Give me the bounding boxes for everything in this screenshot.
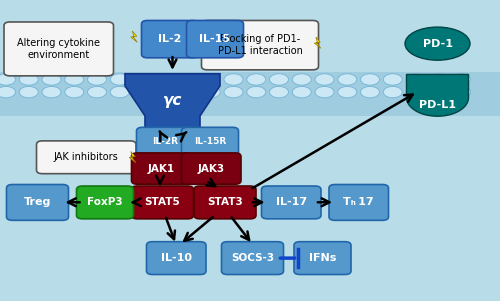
Text: PD-1: PD-1 [422, 39, 452, 49]
FancyBboxPatch shape [4, 22, 114, 76]
Circle shape [406, 74, 425, 85]
Circle shape [338, 86, 357, 98]
FancyBboxPatch shape [142, 20, 199, 58]
Circle shape [429, 86, 448, 98]
Text: FoxP3: FoxP3 [87, 197, 123, 207]
FancyBboxPatch shape [36, 141, 136, 174]
Polygon shape [129, 151, 136, 163]
FancyBboxPatch shape [222, 242, 284, 275]
Ellipse shape [405, 27, 470, 60]
Text: Tₕ 17: Tₕ 17 [344, 197, 374, 207]
Circle shape [19, 86, 38, 98]
Circle shape [384, 74, 402, 85]
Circle shape [110, 86, 129, 98]
Circle shape [360, 86, 380, 98]
FancyBboxPatch shape [76, 186, 134, 219]
Text: IL-2R: IL-2R [152, 137, 178, 146]
Text: IL-15R: IL-15R [194, 137, 226, 146]
Text: PD-L1: PD-L1 [419, 100, 456, 110]
Circle shape [201, 86, 220, 98]
Text: JAK inhibitors: JAK inhibitors [54, 152, 118, 162]
Circle shape [384, 86, 402, 98]
FancyBboxPatch shape [6, 185, 68, 220]
FancyBboxPatch shape [186, 20, 244, 58]
Circle shape [42, 74, 61, 85]
Text: IL-10: IL-10 [161, 253, 192, 263]
Circle shape [0, 74, 16, 85]
Circle shape [133, 74, 152, 85]
FancyBboxPatch shape [262, 186, 321, 219]
FancyBboxPatch shape [329, 185, 388, 220]
Text: γc: γc [163, 93, 182, 108]
Circle shape [65, 74, 84, 85]
Text: STAT5: STAT5 [144, 197, 180, 207]
FancyBboxPatch shape [294, 242, 351, 275]
Circle shape [247, 74, 266, 85]
Text: Blocking of PD1-
PD-L1 interaction: Blocking of PD1- PD-L1 interaction [218, 34, 302, 56]
Circle shape [224, 74, 243, 85]
Polygon shape [406, 74, 469, 116]
Circle shape [19, 74, 38, 85]
Circle shape [88, 74, 106, 85]
Circle shape [201, 74, 220, 85]
Circle shape [110, 74, 129, 85]
Circle shape [292, 86, 311, 98]
Circle shape [429, 74, 448, 85]
Circle shape [247, 86, 266, 98]
Text: SOCS-3: SOCS-3 [231, 253, 274, 263]
Circle shape [452, 86, 470, 98]
Circle shape [178, 74, 198, 85]
Circle shape [292, 74, 311, 85]
Circle shape [156, 86, 175, 98]
Text: IFNs: IFNs [309, 253, 336, 263]
FancyBboxPatch shape [146, 242, 206, 275]
FancyBboxPatch shape [132, 186, 194, 219]
Text: JAK3: JAK3 [198, 163, 225, 174]
Text: IL-17: IL-17 [276, 197, 307, 207]
Circle shape [88, 86, 106, 98]
Circle shape [65, 86, 84, 98]
Circle shape [315, 86, 334, 98]
Circle shape [156, 74, 175, 85]
Circle shape [178, 86, 198, 98]
Circle shape [42, 86, 61, 98]
FancyBboxPatch shape [202, 20, 318, 70]
Text: STAT3: STAT3 [207, 197, 243, 207]
Polygon shape [125, 74, 220, 134]
Text: IL-2: IL-2 [158, 34, 182, 44]
Bar [0, 72, 500, 116]
Circle shape [338, 74, 357, 85]
Circle shape [224, 86, 243, 98]
Circle shape [270, 86, 288, 98]
Text: JAK1: JAK1 [148, 163, 175, 174]
Text: Altering cytokine
environment: Altering cytokine environment [18, 38, 100, 60]
Text: IL-15: IL-15 [200, 34, 230, 44]
FancyBboxPatch shape [132, 153, 191, 184]
Circle shape [360, 74, 380, 85]
Text: Treg: Treg [24, 197, 51, 207]
Polygon shape [314, 37, 321, 48]
Circle shape [133, 86, 152, 98]
Circle shape [315, 74, 334, 85]
Circle shape [270, 74, 288, 85]
FancyBboxPatch shape [136, 127, 194, 156]
FancyBboxPatch shape [182, 127, 238, 156]
FancyBboxPatch shape [182, 153, 241, 184]
Circle shape [0, 86, 16, 98]
FancyBboxPatch shape [194, 186, 256, 219]
Circle shape [452, 74, 470, 85]
Circle shape [406, 86, 425, 98]
Polygon shape [130, 31, 138, 42]
